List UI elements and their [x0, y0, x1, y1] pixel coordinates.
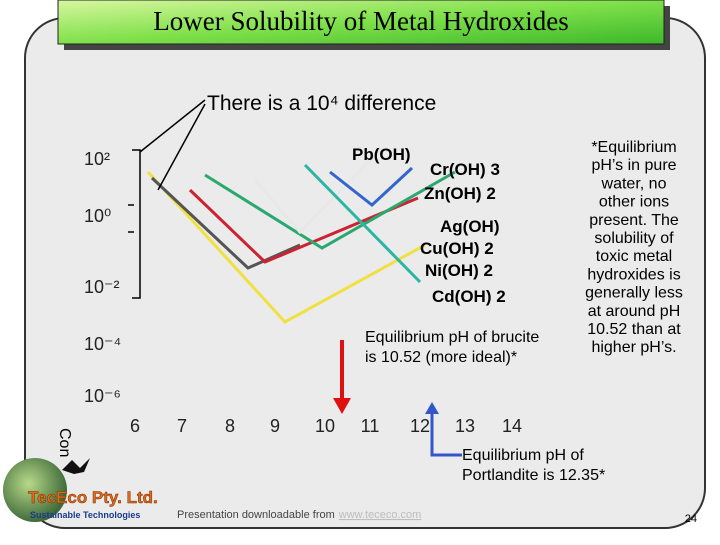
x-label: 8	[225, 416, 235, 436]
bracket	[128, 99, 206, 299]
x-label: 6	[130, 416, 140, 436]
species-label: Cd(OH) 2	[432, 287, 506, 306]
brucite-note: Equilibrium pH of brucite	[365, 329, 539, 346]
title: Lower Solubility of Metal Hydroxides	[153, 6, 568, 36]
x-label: 13	[455, 416, 475, 436]
species-label: Cu(OH) 2	[420, 239, 494, 258]
x-label: 7	[177, 416, 187, 436]
curves	[146, 146, 456, 324]
side-note: present. The	[589, 212, 679, 229]
curve	[188, 188, 419, 264]
species-label: Zn(OH) 2	[424, 184, 496, 203]
curve	[303, 163, 422, 284]
x-label: 14	[502, 416, 522, 436]
side-note: pH’s in pure	[591, 157, 676, 174]
side-note: hydroxides is	[587, 266, 680, 283]
x-label: 11	[361, 416, 380, 436]
x-label: 12	[410, 416, 430, 436]
portlandite-note: Equilibrium pH of	[462, 447, 584, 464]
callout: There is a 10⁴ difference	[207, 92, 436, 115]
tagline: Sustainable Technologies	[30, 510, 140, 520]
side-note: higher pH’s.	[591, 339, 676, 356]
side-note: water, no	[601, 175, 667, 192]
download-url[interactable]: www.tececo.com	[338, 509, 422, 521]
y-axis-label: Con	[56, 428, 73, 457]
side-note: solubility of	[594, 230, 674, 247]
side-note: toxic metal	[596, 248, 672, 265]
y-label: 10⁻⁴	[84, 334, 121, 354]
curve	[150, 176, 301, 270]
y-label: 10²	[84, 149, 110, 169]
side-note: *Equilibrium	[591, 139, 676, 156]
title-box	[57, 0, 665, 45]
download-note: Presentation downloadable from	[177, 509, 335, 521]
y-label: 10⁰	[84, 206, 111, 226]
curve	[253, 146, 384, 235]
brucite-arrow	[333, 340, 351, 414]
curve	[146, 170, 426, 324]
logo-text: TecEco Pty. Ltd.	[28, 488, 158, 507]
portlandite-note: Portlandite is 12.35*	[462, 467, 605, 484]
curve	[329, 166, 414, 207]
side-note: other ions	[599, 194, 669, 211]
species-label: Cr(OH) 3	[430, 160, 500, 179]
portlandite-arrow	[425, 402, 462, 457]
logo-bird	[62, 458, 90, 474]
species-label: Ag(OH)	[440, 217, 499, 236]
page-number: 24	[685, 513, 697, 525]
y-label: 10⁻²	[84, 277, 120, 297]
species-label: Ni(OH) 2	[425, 261, 493, 280]
side-note: 10.52 than at	[587, 321, 681, 338]
side-note: generally less	[585, 285, 683, 302]
x-label: 9	[270, 416, 280, 436]
x-label: 10	[315, 416, 335, 436]
brucite-note: is 10.52 (more ideal)*	[365, 349, 517, 366]
species-label: Pb(OH)	[352, 145, 411, 164]
logo-globe	[3, 458, 67, 522]
y-label: 10⁻⁶	[84, 386, 121, 406]
curve	[204, 170, 456, 250]
side-note: at around pH	[588, 303, 681, 320]
